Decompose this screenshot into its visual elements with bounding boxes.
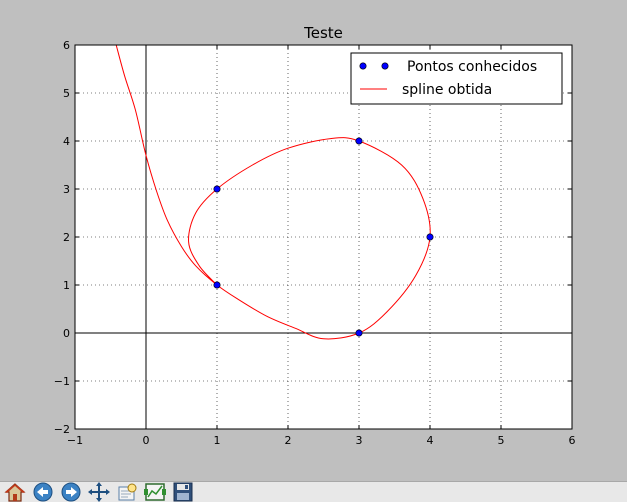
arrow-left-icon xyxy=(33,482,53,502)
y-tick-label: 5 xyxy=(63,87,70,100)
data-point-marker xyxy=(426,233,434,241)
zoom-button[interactable] xyxy=(114,482,140,502)
x-tick-label: 1 xyxy=(214,434,221,447)
arrow-right-icon xyxy=(61,482,81,502)
y-tick-label: −2 xyxy=(54,423,70,436)
x-tick-label: 5 xyxy=(498,434,505,447)
x-tick-label: 3 xyxy=(356,434,363,447)
legend: Pontos conhecidos spline obtida xyxy=(350,52,563,105)
back-button[interactable] xyxy=(30,482,56,502)
x-tick-label: −1 xyxy=(67,434,83,447)
x-tick-label: 2 xyxy=(285,434,292,447)
forward-button[interactable] xyxy=(58,482,84,502)
zoom-rect-icon xyxy=(118,483,137,501)
x-tick-label: 4 xyxy=(427,434,434,447)
x-tick-label: 6 xyxy=(569,434,576,447)
series-line-spline xyxy=(115,45,431,340)
y-tick-label: 2 xyxy=(63,231,70,244)
chart-title: Teste xyxy=(303,24,343,42)
save-button[interactable] xyxy=(170,482,196,502)
home-icon xyxy=(4,483,26,502)
floppy-disk-icon xyxy=(173,482,193,502)
zero-axis-lines xyxy=(75,45,572,429)
y-tick-label: −1 xyxy=(54,375,70,388)
subplots-config-icon xyxy=(144,483,166,501)
legend-label: Pontos conhecidos xyxy=(407,59,537,75)
pan-button[interactable] xyxy=(86,482,112,502)
legend-marker xyxy=(381,62,389,70)
navigation-toolbar xyxy=(0,481,627,502)
legend-box xyxy=(350,52,563,105)
y-tick-label: 3 xyxy=(63,183,70,196)
subplots-button[interactable] xyxy=(142,482,168,502)
y-tick-label: 0 xyxy=(63,327,70,340)
data-point-marker xyxy=(355,137,363,145)
home-button[interactable] xyxy=(2,482,28,502)
y-tick-label: 4 xyxy=(63,135,70,148)
data-point-marker xyxy=(213,185,221,193)
y-tick-label: 6 xyxy=(63,39,70,52)
figure-window: −1 0 1 2 3 4 5 6 −2 −1 0 1 2 3 4 5 6 Teste Pontos conhec… xyxy=(0,0,627,481)
y-tick-label: 1 xyxy=(63,279,70,292)
data-point-marker xyxy=(355,329,363,337)
tick-marks xyxy=(74,44,573,430)
legend-label: spline obtida xyxy=(402,82,492,98)
legend-marker xyxy=(359,62,367,70)
move-arrows-icon xyxy=(88,482,110,502)
x-tick-label: 0 xyxy=(143,434,150,447)
series-layer xyxy=(115,45,434,340)
data-point-marker xyxy=(213,281,221,289)
